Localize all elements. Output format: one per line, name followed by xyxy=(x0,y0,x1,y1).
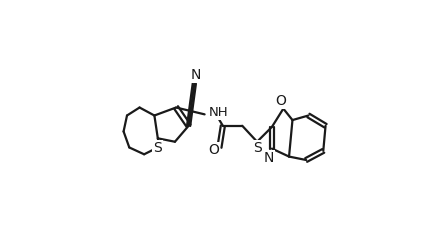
Text: N: N xyxy=(190,68,201,82)
Text: O: O xyxy=(208,143,219,157)
Text: NH: NH xyxy=(209,106,229,119)
Text: S: S xyxy=(154,141,162,155)
Text: N: N xyxy=(264,151,274,165)
Text: O: O xyxy=(275,94,286,108)
Text: S: S xyxy=(254,141,262,155)
